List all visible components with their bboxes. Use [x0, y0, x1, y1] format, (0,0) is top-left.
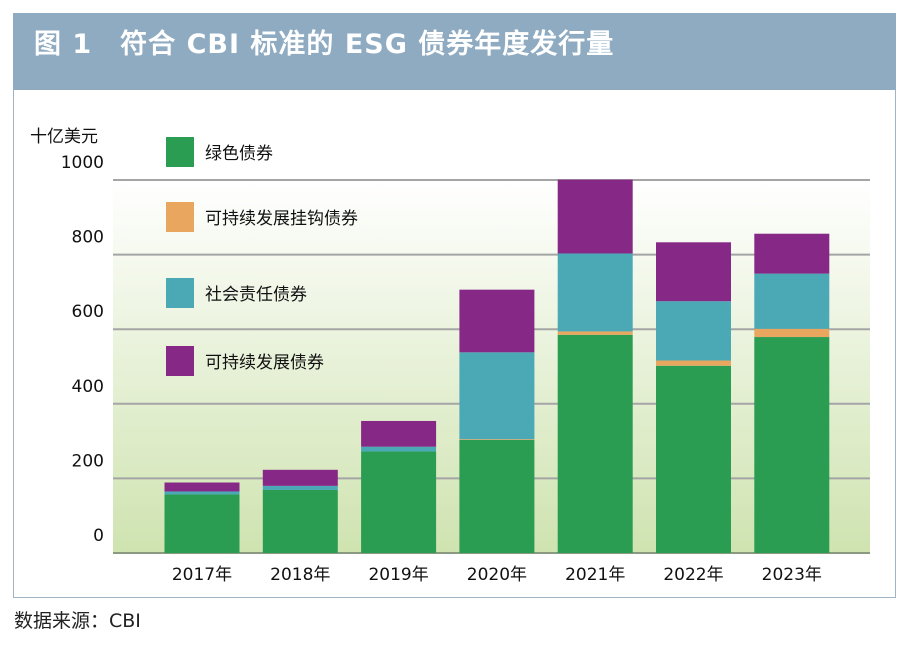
chart-title: 图 1 符合 CBI 标准的 ESG 债券年度发行量 — [34, 29, 615, 60]
legend-swatch — [166, 346, 194, 376]
bar-segment — [754, 337, 830, 553]
bar-segment — [557, 253, 633, 332]
x-tick-label: 2017年 — [172, 565, 232, 585]
bar-segment — [754, 273, 830, 329]
bar-segment — [656, 301, 731, 361]
y-tick-label: 200 — [72, 451, 104, 471]
y-tick-label: 0 — [93, 526, 104, 546]
title-bar — [13, 13, 896, 90]
x-tick-label: 2022年 — [663, 565, 723, 585]
y-tick-label: 1000 — [61, 153, 104, 173]
bar-segment — [262, 485, 338, 490]
bar-segment — [459, 439, 535, 440]
legend-label: 绿色债券 — [205, 144, 273, 164]
bar-segment — [754, 328, 830, 338]
bar-segment — [656, 242, 731, 302]
y-tick-label: 400 — [72, 377, 104, 397]
bar-segment — [361, 446, 437, 452]
bar-segment — [164, 482, 240, 492]
legend-swatch — [166, 202, 194, 232]
bar-segment — [164, 491, 240, 495]
bar-segment — [754, 233, 830, 274]
x-tick-label: 2018年 — [270, 565, 330, 585]
x-tick-label: 2023年 — [762, 565, 822, 585]
bar-segment — [557, 179, 633, 254]
legend-label: 社会责任债券 — [205, 285, 307, 305]
bar-segment — [164, 494, 240, 553]
bar-segment — [361, 420, 437, 447]
bar-segment — [656, 360, 731, 366]
y-tick-label: 800 — [72, 228, 104, 248]
bar-segment — [557, 331, 633, 335]
y-axis-label: 十亿美元 — [30, 127, 98, 147]
bar-segment — [459, 289, 535, 353]
legend-swatch — [166, 137, 194, 167]
legend-swatch — [166, 278, 194, 308]
source-note: 数据来源：CBI — [14, 610, 141, 632]
bar-segment — [262, 489, 338, 553]
legend-label: 可持续发展挂钩债券 — [205, 209, 358, 229]
bar-segment — [557, 334, 633, 553]
bar-segment — [459, 439, 535, 553]
x-tick-label: 2019年 — [368, 565, 428, 585]
bar-segment — [656, 365, 731, 553]
bar-segment — [459, 352, 535, 440]
x-tick-label: 2020年 — [467, 565, 527, 585]
legend-label: 可持续发展债券 — [205, 353, 324, 373]
x-tick-label: 2021年 — [565, 565, 625, 585]
bar-segment — [262, 469, 338, 486]
bar-segment — [361, 451, 437, 553]
y-tick-label: 600 — [72, 302, 104, 322]
